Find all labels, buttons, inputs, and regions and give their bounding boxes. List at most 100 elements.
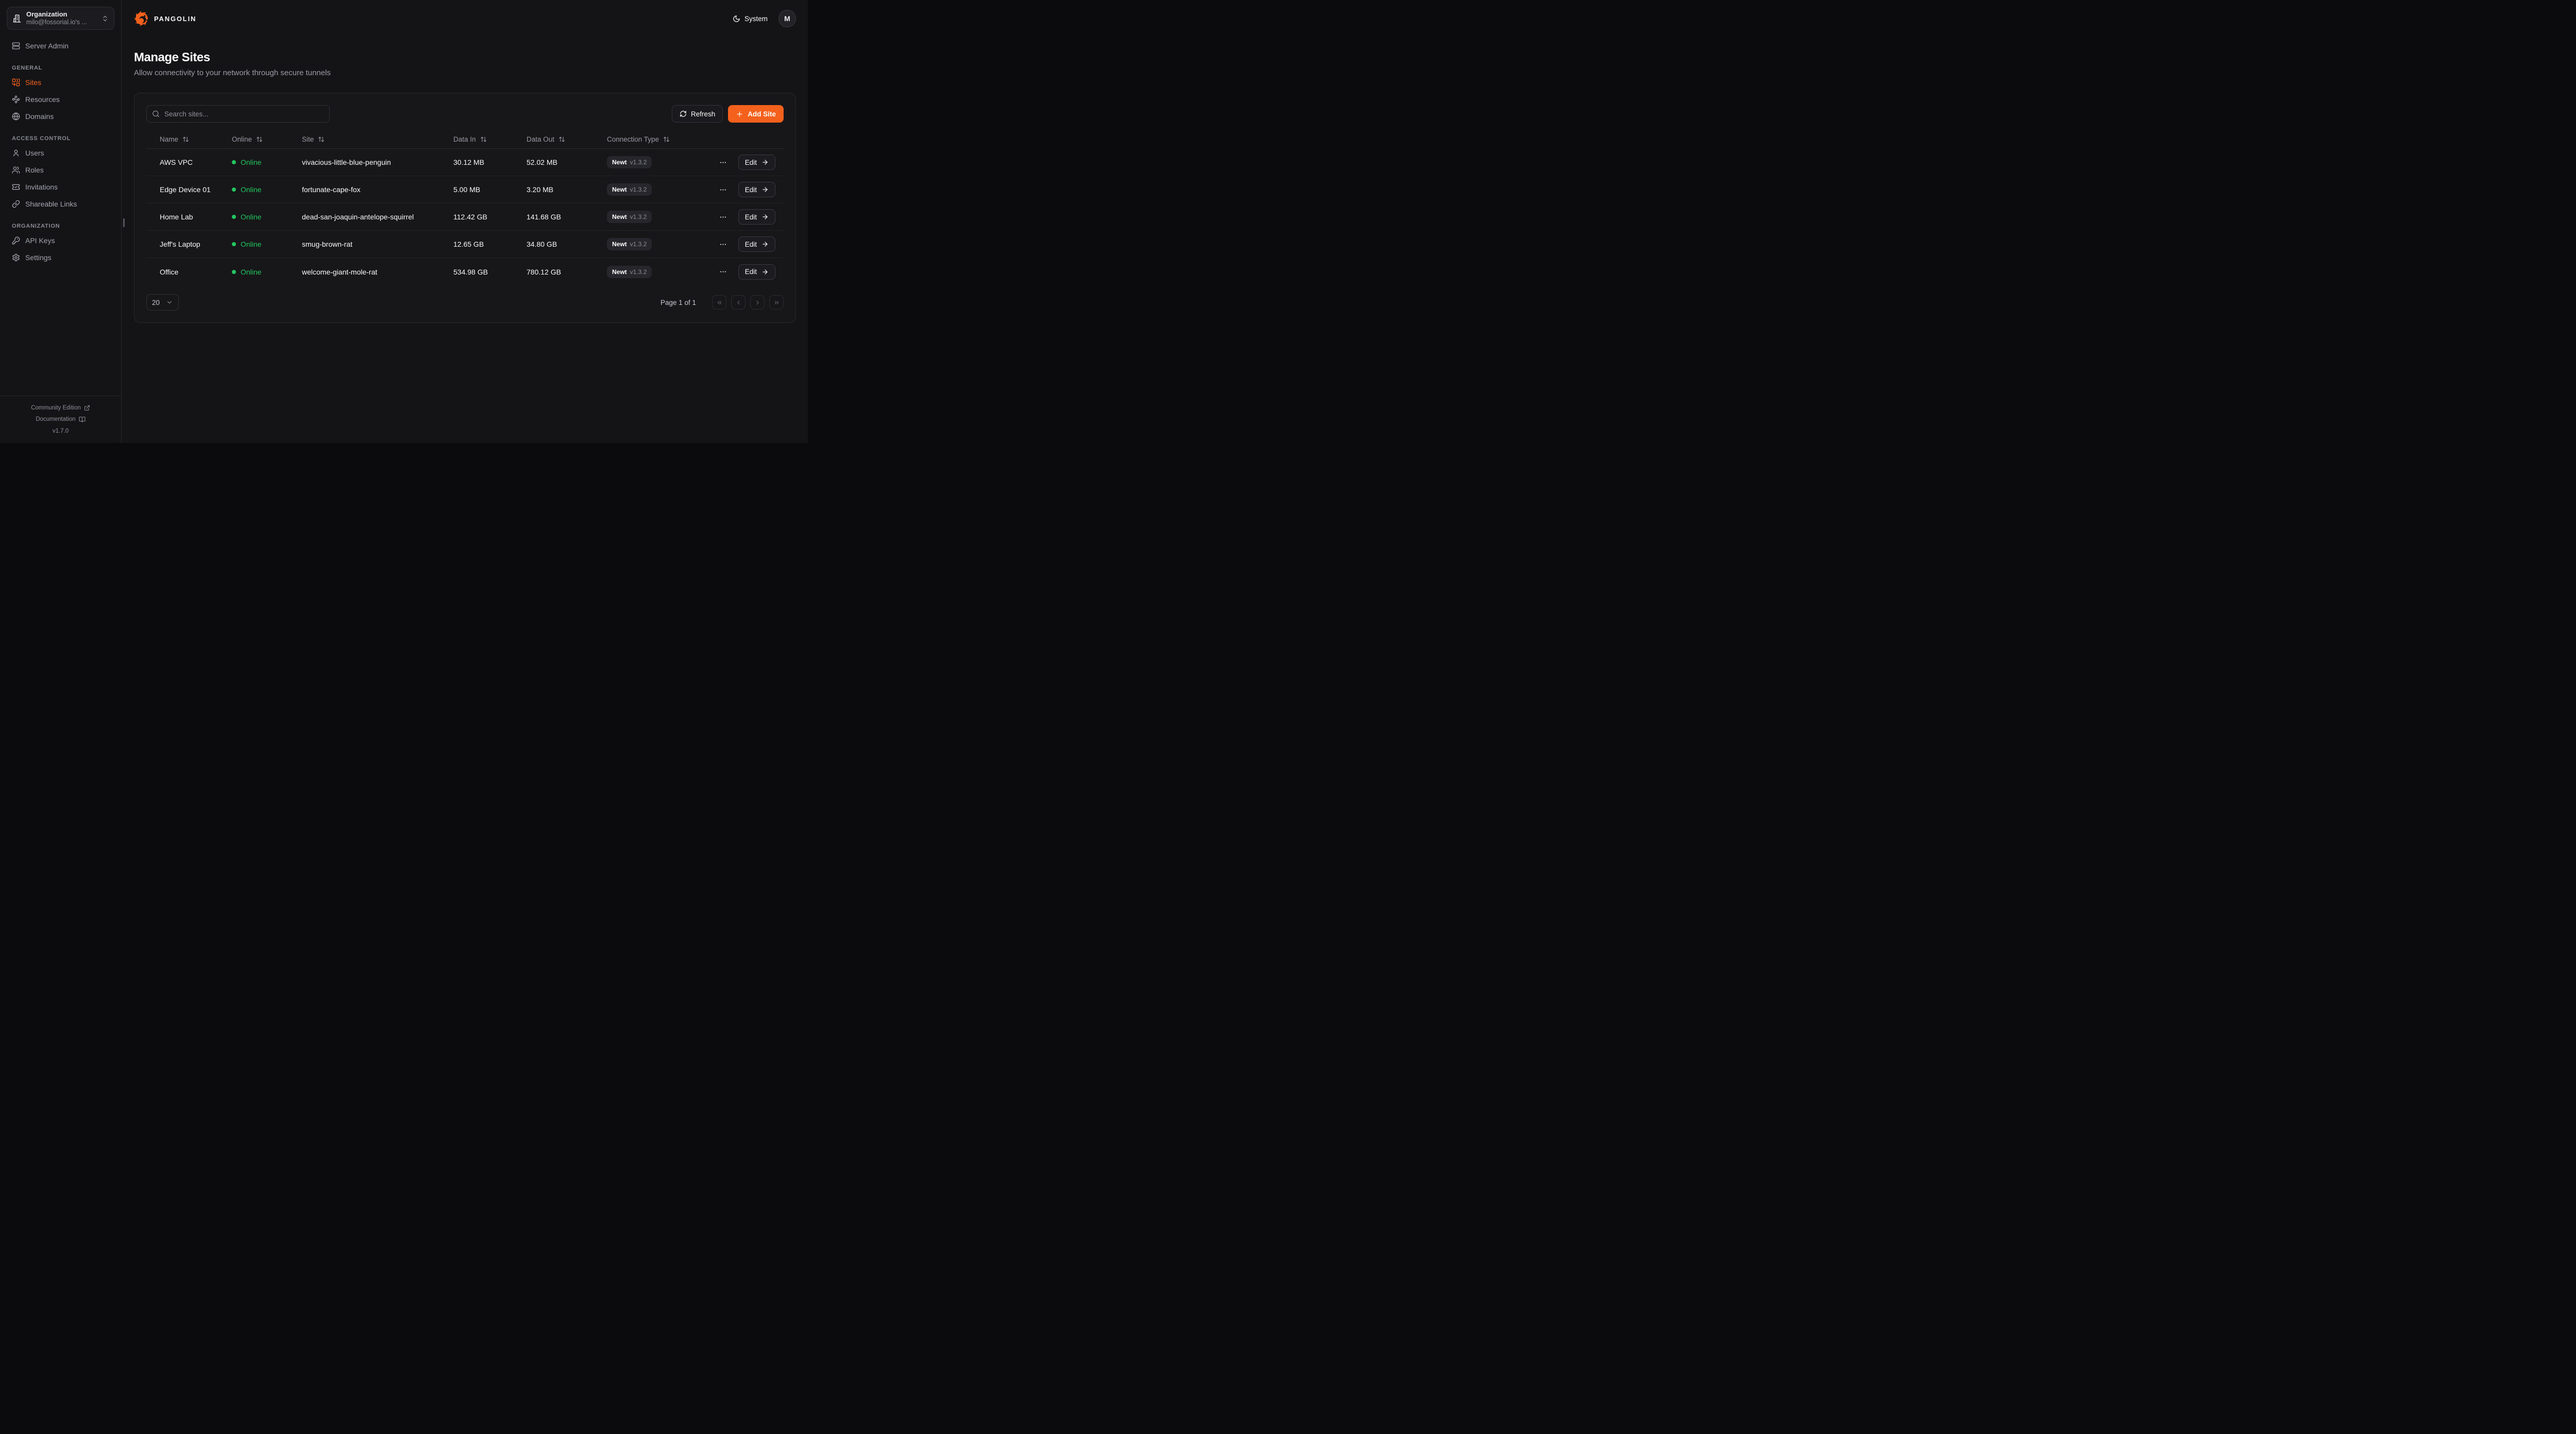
app-window: Organization milo@fossorial.io's ... Ser… (0, 0, 808, 443)
arrow-right-icon (762, 269, 768, 275)
toolbar: Refresh Add Site (146, 105, 784, 123)
sidebar-item-label: Users (25, 148, 44, 157)
column-header-name[interactable]: Name (151, 135, 224, 143)
sidebar-item-shareable-links[interactable]: Shareable Links (7, 195, 114, 212)
cell-data-in: 12.65 GB (453, 240, 484, 248)
moon-icon (733, 15, 740, 22)
section-title-organization: ORGANIZATION (12, 223, 60, 229)
page-title: Manage Sites (134, 50, 210, 64)
key-icon (12, 236, 20, 244)
column-header-online[interactable]: Online (224, 135, 294, 143)
scrollbar-thumb[interactable] (123, 218, 125, 227)
sidebar-item-roles[interactable]: Roles (7, 161, 114, 178)
column-label: Connection Type (607, 135, 659, 143)
connection-name: Newt (612, 268, 627, 276)
row-menu-button[interactable] (718, 211, 728, 223)
row-menu-button[interactable] (718, 266, 728, 278)
cell-status: Online (224, 213, 294, 221)
row-menu-button[interactable] (718, 238, 728, 250)
arrow-right-icon (762, 187, 768, 192)
combine-icon (12, 78, 20, 86)
sidebar-item-sites[interactable]: Sites (7, 74, 114, 91)
cell-name: Jeff's Laptop (160, 240, 200, 248)
cell-data-in: 30.12 MB (453, 158, 484, 166)
sites-table: Name Online Site Data In (146, 130, 784, 285)
search-input[interactable] (146, 105, 330, 123)
column-header-connection-type[interactable]: Connection Type (599, 135, 689, 143)
sidebar-item-resources[interactable]: Resources (7, 91, 114, 108)
documentation-label: Documentation (36, 416, 76, 422)
row-menu-button[interactable] (718, 184, 728, 196)
search-wrap (146, 105, 330, 123)
theme-toggle[interactable]: System (733, 15, 768, 23)
globe-icon (12, 112, 20, 120)
sidebar-item-settings[interactable]: Settings (7, 249, 114, 266)
edit-button[interactable]: Edit (738, 209, 775, 225)
column-header-data-out[interactable]: Data Out (518, 135, 599, 143)
cell-site: vivacious-little-blue-penguin (302, 158, 391, 166)
org-selector-texts: Organization milo@fossorial.io's ... (26, 10, 97, 26)
arrow-right-icon (762, 160, 768, 165)
community-edition-link[interactable]: Community Edition (31, 402, 90, 414)
edit-button[interactable]: Edit (738, 182, 775, 197)
pangolin-logo (134, 11, 149, 26)
sidebar-item-users[interactable]: Users (7, 144, 114, 161)
theme-label: System (744, 14, 768, 23)
page-size-select[interactable]: 20 (146, 294, 179, 311)
cell-actions: Edit (689, 264, 778, 280)
brand-name: PANGOLIN (154, 14, 197, 23)
connection-version: v1.3.2 (630, 213, 647, 220)
online-dot (232, 242, 236, 246)
sidebar-item-server-admin[interactable]: Server Admin (7, 37, 114, 54)
avatar-initial: M (784, 14, 790, 23)
page-status: Page 1 of 1 (660, 298, 696, 306)
sort-icon (257, 136, 262, 142)
section-title-access-control: ACCESS CONTROL (12, 135, 71, 142)
sidebar-item-domains[interactable]: Domains (7, 108, 114, 125)
documentation-link[interactable]: Documentation (36, 414, 86, 425)
first-page-button[interactable] (712, 295, 726, 310)
sort-icon (559, 136, 565, 142)
org-selector[interactable]: Organization milo@fossorial.io's ... (7, 7, 114, 30)
edit-button[interactable]: Edit (738, 264, 775, 280)
row-menu-button[interactable] (718, 157, 728, 168)
cell-status: Online (224, 240, 294, 248)
cell-name: Home Lab (160, 213, 193, 221)
chevron-down-icon (167, 301, 172, 304)
sidebar-item-label: Domains (25, 112, 54, 121)
refresh-button[interactable]: Refresh (671, 105, 723, 123)
last-page-button[interactable] (769, 295, 784, 310)
column-label: Online (232, 135, 252, 143)
sidebar-item-label: Settings (25, 253, 52, 262)
edit-button[interactable]: Edit (738, 236, 775, 252)
connection-version: v1.3.2 (630, 186, 647, 193)
add-site-button[interactable]: Add Site (728, 105, 784, 123)
connection-name: Newt (612, 186, 627, 193)
ellipsis-icon (720, 271, 726, 272)
edit-label: Edit (744, 185, 757, 194)
online-dot (232, 215, 236, 219)
column-header-data-in[interactable]: Data In (445, 135, 518, 143)
external-link-icon (84, 405, 90, 411)
status-label: Online (241, 240, 262, 248)
sidebar-item-invitations[interactable]: Invitations (7, 178, 114, 195)
next-page-button[interactable] (750, 295, 765, 310)
refresh-icon (680, 111, 686, 117)
status-label: Online (241, 213, 262, 221)
edit-button[interactable]: Edit (738, 155, 775, 170)
status-label: Online (241, 185, 262, 194)
column-header-site[interactable]: Site (294, 135, 445, 143)
cell-site: welcome-giant-mole-rat (302, 267, 378, 276)
community-edition-label: Community Edition (31, 404, 81, 411)
cell-name: Edge Device 01 (160, 185, 211, 194)
prev-page-button[interactable] (731, 295, 745, 310)
connection-badge: Newt v1.3.2 (607, 238, 652, 250)
cell-data-out: 3.20 MB (527, 185, 554, 194)
sidebar-item-api-keys[interactable]: API Keys (7, 232, 114, 249)
avatar[interactable]: M (778, 10, 796, 27)
cell-actions: Edit (689, 209, 778, 225)
cell-connection-type: Newt v1.3.2 (599, 265, 689, 278)
cell-connection-type: Newt v1.3.2 (599, 183, 689, 196)
brand[interactable]: PANGOLIN (134, 11, 196, 26)
refresh-label: Refresh (690, 110, 716, 118)
